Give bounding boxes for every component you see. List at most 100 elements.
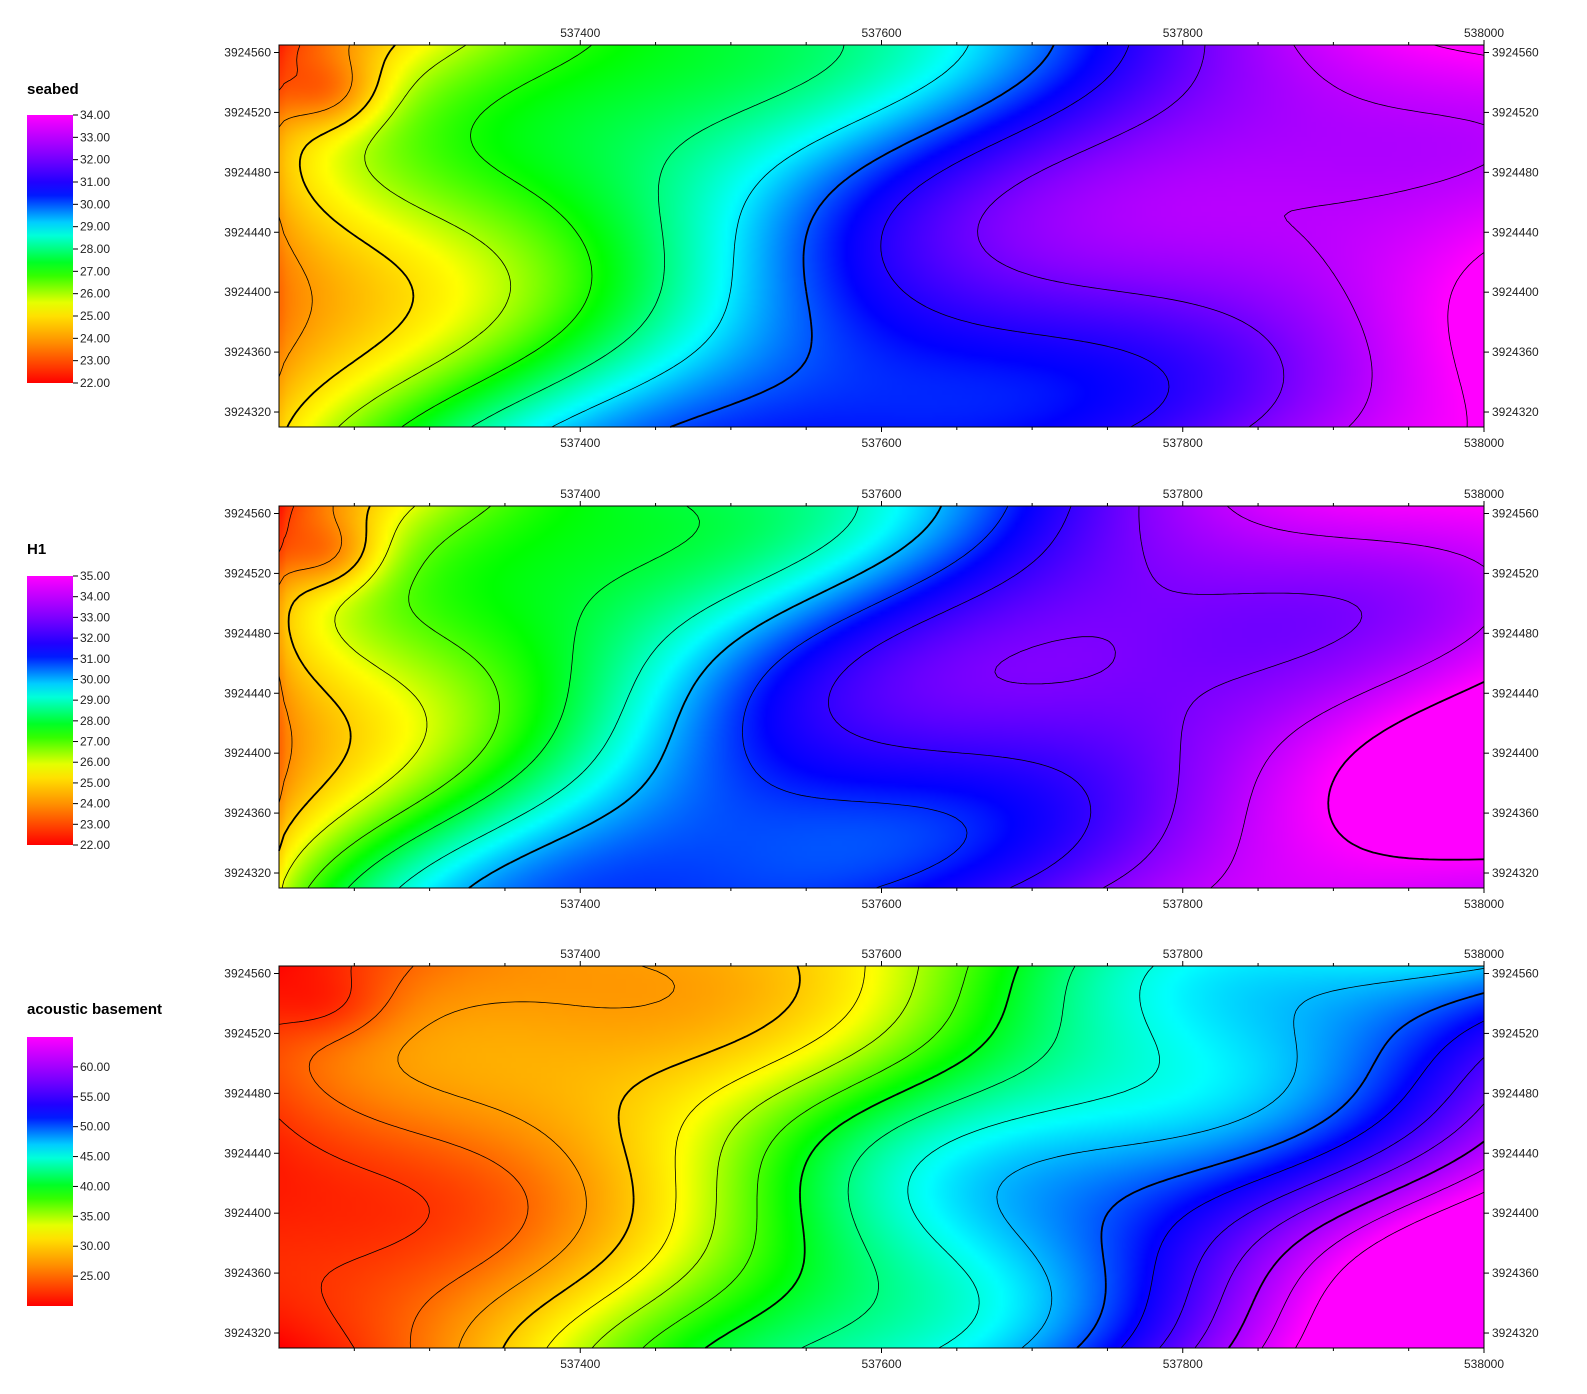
contour-line <box>880 44 1170 428</box>
x-tick-label-top: 537600 <box>861 26 901 40</box>
legend-label: 24.00 <box>80 331 110 345</box>
x-tick-label-bottom: 537400 <box>560 1357 600 1371</box>
y-tick-label-left: 3924520 <box>224 105 271 119</box>
x-tick-label-top: 538000 <box>1464 26 1504 40</box>
legend-label: 25.00 <box>80 309 110 323</box>
legend-label: 28.00 <box>80 714 110 728</box>
y-tick-label-right: 3924440 <box>1492 686 1539 700</box>
contour-line <box>704 965 1020 1349</box>
contour-line <box>1076 992 1485 1349</box>
y-tick-label-right: 3924520 <box>1492 105 1539 119</box>
contour-line <box>907 965 1160 1349</box>
x-tick-label-bottom: 537400 <box>560 436 600 450</box>
legend-colorbar <box>27 576 73 845</box>
y-tick-label-left: 3924480 <box>224 1086 271 1100</box>
x-tick-label-bottom: 538000 <box>1464 436 1504 450</box>
y-tick-label-right: 3924560 <box>1492 45 1539 59</box>
contour-line <box>1194 1103 1485 1349</box>
y-tick-label-right: 3924360 <box>1492 1266 1539 1280</box>
legend-label: 27.00 <box>80 735 110 749</box>
x-tick-label-top: 537800 <box>1163 487 1203 501</box>
y-tick-label-left: 3924360 <box>224 1266 271 1280</box>
y-tick-label-left: 3924400 <box>224 1206 271 1220</box>
legend-label: 30.00 <box>80 197 110 211</box>
contour-line <box>278 506 343 804</box>
legend-label: 33.00 <box>80 130 110 144</box>
y-tick-label-left: 3924320 <box>224 1326 271 1340</box>
x-tick-label-top: 537400 <box>560 26 600 40</box>
y-tick-label-right: 3924320 <box>1492 866 1539 880</box>
contour-line <box>398 505 859 889</box>
contour-line <box>397 965 675 1349</box>
y-tick-label-right: 3924400 <box>1492 1206 1539 1220</box>
contour-line <box>338 44 512 428</box>
legend-title: H1 <box>27 541 46 558</box>
x-tick-label-bottom: 537400 <box>560 897 600 911</box>
y-tick-label-left: 3924520 <box>224 1026 271 1040</box>
legend-label: 34.00 <box>80 108 110 122</box>
y-tick-label-right: 3924360 <box>1492 345 1539 359</box>
legend-label: 45.00 <box>80 1150 110 1164</box>
contour-line <box>642 965 969 1349</box>
heatmap-surface <box>279 966 1484 1348</box>
y-tick-label-left: 3924560 <box>224 506 271 520</box>
y-tick-label-left: 3924360 <box>224 345 271 359</box>
y-tick-label-left: 3924320 <box>224 866 271 880</box>
legend-title: seabed <box>27 81 79 98</box>
contour-line <box>468 505 943 889</box>
y-tick-label-left: 3924480 <box>224 165 271 179</box>
y-tick-label-right: 3924480 <box>1492 165 1539 179</box>
panel-3: 537400 537400 537600 537600 537800 537800 5380… <box>27 947 1539 1371</box>
legend-label: 25.00 <box>80 1269 110 1283</box>
y-tick-label-right: 3924400 <box>1492 746 1539 760</box>
legend-label: 22.00 <box>80 376 110 390</box>
y-tick-label-left: 3924440 <box>224 686 271 700</box>
contour-line <box>401 44 593 428</box>
y-tick-label-left: 3924440 <box>224 225 271 239</box>
x-tick-label-top: 537400 <box>560 947 600 961</box>
legend-label: 29.00 <box>80 693 110 707</box>
y-tick-label-right: 3924560 <box>1492 506 1539 520</box>
contour-line <box>828 505 1092 889</box>
y-tick-label-left: 3924480 <box>224 626 271 640</box>
x-tick-label-bottom: 537800 <box>1163 897 1203 911</box>
y-tick-label-right: 3924520 <box>1492 566 1539 580</box>
contour-line <box>286 44 415 428</box>
contour-line <box>669 44 1055 428</box>
y-tick-label-left: 3924560 <box>224 45 271 59</box>
legend-label: 23.00 <box>80 354 110 368</box>
panel-1: 537400 537400 537600 537600 537800 537800 5380… <box>27 26 1539 450</box>
contour-line <box>996 968 1485 1349</box>
legend-label: 34.00 <box>80 590 110 604</box>
contour-line <box>1283 44 1485 428</box>
y-tick-label-right: 3924360 <box>1492 806 1539 820</box>
contour-line <box>307 505 500 889</box>
legend-label: 32.00 <box>80 153 110 167</box>
legend-label: 25.00 <box>80 776 110 790</box>
x-tick-label-top: 537800 <box>1163 26 1203 40</box>
y-tick-label-right: 3924480 <box>1492 626 1539 640</box>
x-tick-label-bottom: 538000 <box>1464 1357 1504 1371</box>
x-tick-label-top: 537800 <box>1163 947 1203 961</box>
contour-line <box>278 45 353 378</box>
legend-label: 28.00 <box>80 242 110 256</box>
x-tick-label-bottom: 537600 <box>861 897 901 911</box>
legend-label: 32.00 <box>80 631 110 645</box>
x-tick-label-top: 537600 <box>861 487 901 501</box>
legend-label: 60.00 <box>80 1060 110 1074</box>
contour-line <box>1261 1168 1485 1349</box>
legend-label: 35.00 <box>80 1209 110 1223</box>
y-tick-label-left: 3924400 <box>224 285 271 299</box>
contour-line <box>551 44 969 428</box>
legend-label: 30.00 <box>80 1239 110 1253</box>
legend-colorbar <box>27 115 73 383</box>
y-tick-label-left: 3924560 <box>224 966 271 980</box>
y-tick-label-right: 3924440 <box>1492 1146 1539 1160</box>
y-tick-label-right: 3924480 <box>1492 1086 1539 1100</box>
legend-label: 50.00 <box>80 1120 110 1134</box>
legend-label: 22.00 <box>80 838 110 852</box>
x-tick-label-top: 537600 <box>861 947 901 961</box>
x-tick-label-bottom: 537800 <box>1163 436 1203 450</box>
legend-label: 31.00 <box>80 652 110 666</box>
